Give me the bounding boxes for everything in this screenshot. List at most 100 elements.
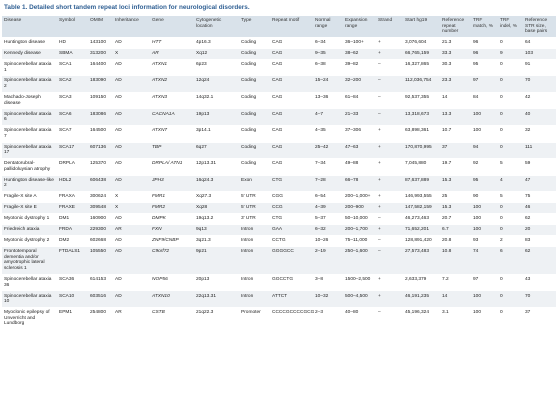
table-cell: NOP56	[150, 273, 194, 291]
table-cell: ATXN2	[150, 75, 194, 93]
table-cell: 4–39	[313, 202, 343, 214]
table-cell: 13,318,673	[403, 108, 440, 126]
table-cell: 46	[523, 202, 556, 214]
table-cell: Coding	[239, 47, 270, 60]
table-row: Huntington disease-like 2 HDL2 606438 AD JPH…	[2, 174, 556, 192]
table-cell: AD	[113, 246, 150, 275]
table-cell: –	[376, 306, 403, 330]
table-cell: DRPLA/ ATN1	[150, 158, 194, 176]
table-cell: 49–88	[343, 158, 376, 176]
table-cell: 12q24	[194, 75, 239, 93]
table-cell: 9p21	[194, 246, 239, 275]
table-cell: SCA17	[57, 141, 88, 159]
table-cell: AD	[113, 141, 150, 159]
table-cell: 16q24.3	[194, 174, 239, 192]
table-cell: CCCCGCCCCGCG	[270, 306, 314, 330]
table-cell: ATTCT	[270, 290, 313, 308]
table-cell: 183086	[88, 108, 113, 126]
table-cell: DM2	[57, 235, 88, 247]
table-cell: 200–900	[343, 202, 376, 214]
table-cell: TBP	[150, 141, 194, 159]
table-cell: Coding	[239, 75, 270, 93]
table-cell: AD	[113, 290, 150, 308]
table-cell: 606438	[88, 174, 113, 192]
table-cell: 100	[471, 108, 498, 126]
table-cell: EPM1	[57, 306, 88, 330]
table-cell: Intron	[239, 246, 270, 275]
table-cell: AD	[113, 213, 150, 225]
table-cell: AD	[113, 124, 150, 143]
table-cell: FRDA	[57, 224, 88, 236]
table-cell: CAG	[270, 75, 313, 93]
table-cell: 14	[440, 91, 471, 109]
header-cell: Symbol	[57, 16, 88, 38]
table-cell: 84	[471, 91, 498, 109]
table-cell: 100	[471, 124, 498, 143]
table-cell: 21–33	[343, 108, 376, 126]
table-cell: X	[113, 202, 150, 214]
table-row: Machado-Joseph disease SCA3 109150 AD ATXN3 1…	[2, 91, 556, 109]
table-cell: –	[376, 75, 403, 93]
table-row: Huntington disease HD 143100 AD HTT 4p16.3 Cod…	[2, 36, 556, 49]
table-cell: GAA	[270, 224, 313, 236]
table-cell: ATXN7	[150, 124, 194, 143]
header-cell: TRF indel, %	[498, 16, 523, 38]
table-cell: Xq27.3	[194, 191, 239, 203]
table-cell: Coding	[239, 108, 270, 126]
table-cell: SCA2	[57, 75, 88, 93]
table-row: Spinocerebellar ataxia 2 SCA2 183090 AD ATXN…	[2, 75, 556, 93]
table-cell: +	[376, 36, 403, 49]
table-cell: 66,765,159	[403, 47, 440, 60]
table-cell: 43	[523, 273, 556, 291]
table-cell: –	[376, 213, 403, 225]
table-cell: FRAXA	[57, 191, 88, 203]
table-cell: SCA6	[57, 108, 88, 126]
header-cell: OMIM	[88, 16, 113, 38]
table-cell: 62	[523, 213, 556, 225]
table-cell: 1500–2,500	[343, 273, 376, 291]
table-cell: AD	[113, 174, 150, 192]
table-cell: AD	[113, 273, 150, 291]
table-cell: CCG	[270, 202, 313, 214]
table-cell: 32	[523, 124, 556, 143]
table-cell: 27,573,483	[403, 246, 440, 275]
table-cell: Exon	[239, 174, 270, 192]
table-row: Spinocerebellar ataxia 10 SCA10 603516 AD AT…	[2, 290, 556, 308]
table-cell: 83	[523, 235, 556, 247]
table-cell: 37–306	[343, 124, 376, 143]
table-row: Myoclonic epilepsy of Unverricht and Lun…	[2, 306, 556, 330]
table-cell: DRPLA	[57, 158, 88, 176]
table-cell: 250–1,600	[343, 246, 376, 275]
table-cell: 109150	[88, 91, 113, 109]
table-cell: 111	[523, 141, 556, 159]
table-cell: 4–35	[313, 124, 343, 143]
header-cell: Cytogenetic location	[194, 16, 239, 38]
table-cell: Spinocerebellar ataxia 7	[2, 124, 57, 143]
table-cell: Fragile-X site E	[2, 202, 57, 214]
table-cell: 147,582,159	[403, 202, 440, 214]
table-cell: 105550	[88, 246, 113, 275]
table-cell: CAG	[270, 91, 313, 109]
table-cell: 39–82	[343, 58, 376, 76]
table-cell: 2	[498, 235, 523, 247]
table-cell: C9orf72	[150, 246, 194, 275]
table-cell: +	[376, 141, 403, 159]
table-cell: 5' UTR	[239, 202, 270, 214]
table-cell: ZNF9/CNBP	[150, 235, 194, 247]
table-cell: CAG	[270, 124, 313, 143]
table-cell: AD	[113, 235, 150, 247]
table-cell: HDL2	[57, 174, 88, 192]
table-cell: 36–100+	[343, 36, 376, 49]
table-cell: +	[376, 224, 403, 236]
table-cell: Intron	[239, 235, 270, 247]
table-cell: 90	[471, 191, 498, 203]
table-cell: 5' UTR	[239, 191, 270, 203]
table-cell: Myotonic dystrophy 1	[2, 213, 57, 225]
table-cell: 20.8	[440, 235, 471, 247]
table-cell: 4p16.3	[194, 36, 239, 49]
table-cell: Spinocerebellar ataxia 36	[2, 273, 57, 291]
table-cell: 91	[523, 58, 556, 76]
table-cell: 10–26	[313, 235, 343, 247]
table-cell: 100	[471, 224, 498, 236]
table-cell: 71,652,201	[403, 224, 440, 236]
